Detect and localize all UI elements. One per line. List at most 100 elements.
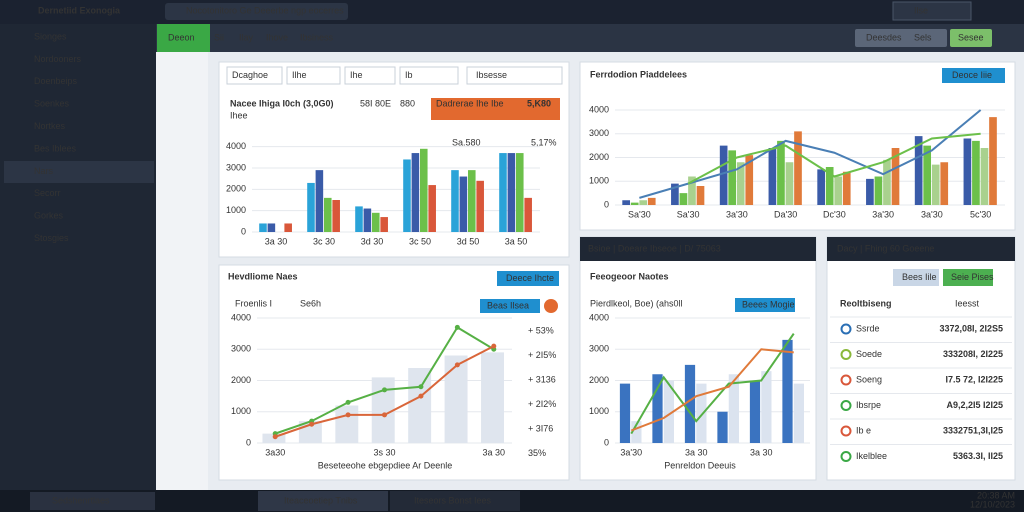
tab[interactable]: Ilay [239, 32, 254, 42]
bar [332, 200, 340, 232]
nav-item[interactable]: Nortkes [34, 121, 66, 131]
bar [267, 223, 276, 232]
filter[interactable] [226, 66, 283, 85]
nav-item[interactable]: Bes Iblees [34, 143, 77, 153]
y-tick-label: 0 [604, 437, 609, 447]
button[interactable] [480, 299, 540, 313]
bar [652, 374, 663, 443]
taskbar-search[interactable] [30, 492, 155, 510]
button[interactable] [497, 271, 559, 286]
filter[interactable] [344, 66, 396, 85]
y-tick-label: 1000 [589, 176, 609, 186]
bar [324, 197, 332, 232]
select-text: Sels [914, 32, 932, 42]
x-tick-label: 3a 50 [505, 236, 528, 246]
column-header: Reoltbiseng [840, 298, 892, 308]
date: 12/10/2023 [970, 499, 1015, 509]
filter-text: Ilhe [292, 70, 307, 80]
y-tick-label: 2000 [231, 375, 251, 385]
bar [842, 171, 851, 205]
bar [371, 377, 395, 443]
y-tick-label: 4000 [589, 312, 609, 322]
bar [428, 185, 436, 232]
nav-item[interactable]: Secorr [34, 188, 61, 198]
top-bar [0, 0, 1024, 24]
x-tick-label: 3a'30 [726, 209, 748, 219]
button[interactable] [735, 298, 795, 312]
taskbar-app-text[interactable]: Iteseors Bonst Iees [414, 495, 492, 505]
account-box[interactable] [892, 1, 972, 21]
search-box[interactable] [165, 3, 348, 20]
button[interactable] [893, 269, 939, 286]
row-value: 333208I, 2I225 [943, 349, 1003, 359]
tab[interactable]: Ibsiness [300, 32, 334, 42]
button[interactable] [950, 29, 992, 47]
taskbar-search-text[interactable]: Sedshenrtlaes [52, 495, 110, 505]
bar [777, 140, 785, 205]
x-tick-label: 3c 50 [409, 236, 431, 246]
sidebar [0, 24, 156, 490]
bar [825, 167, 834, 205]
row-name: Soede [856, 349, 882, 359]
filter[interactable] [286, 66, 341, 85]
panel-header [827, 237, 1015, 261]
point [345, 412, 351, 418]
x-tick-label: Sa'30 [628, 209, 651, 219]
nav-item[interactable]: Sionges [34, 31, 67, 41]
badge-text: Dadrerae Ihe Ibe [436, 98, 504, 108]
app-title: Dernetiid Exonogia [38, 5, 121, 15]
nav-item[interactable]: Nars [34, 166, 54, 176]
nav-item[interactable]: Gorkes [34, 211, 64, 221]
nav-item[interactable]: Nordooners [34, 54, 82, 64]
bar [980, 148, 989, 205]
legend: 880 [400, 98, 415, 108]
row-icon [840, 400, 852, 411]
point [418, 393, 424, 399]
x-tick-label: Da'30 [774, 209, 797, 219]
y-tick-label: 1000 [226, 205, 246, 215]
bar [411, 153, 420, 232]
nav-item[interactable]: Soenkes [34, 99, 70, 109]
x-tick-label: 3a'30 [872, 209, 894, 219]
tab[interactable]: Ihove [266, 32, 288, 42]
x-tick-label: 3a 30 [750, 447, 773, 457]
subtitle: Ihee [230, 110, 248, 120]
nav-item[interactable]: Doenbeips [34, 76, 78, 86]
bar [524, 197, 532, 232]
y-tick-label: 4000 [226, 141, 246, 151]
bar [481, 352, 504, 443]
rate: + 53% [528, 325, 554, 335]
row-value: 3372,08I, 2I2S5 [939, 323, 1003, 333]
tab[interactable]: Deeon [168, 32, 195, 42]
x-tick-label: 3a30 [265, 447, 285, 457]
filter[interactable] [399, 66, 459, 85]
nav-item[interactable]: Stosgies [34, 233, 69, 243]
bar [444, 355, 468, 443]
select[interactable] [855, 29, 947, 47]
button[interactable] [942, 68, 1005, 83]
bar [761, 371, 772, 443]
x-tick-label: 3c 30 [313, 236, 335, 246]
tab[interactable]: Sii [214, 32, 224, 42]
taskbar-app[interactable] [390, 491, 520, 511]
row-name: Ibsrpe [856, 400, 881, 410]
bar [834, 176, 843, 205]
bar [355, 206, 363, 232]
bar [782, 339, 793, 443]
bar [639, 200, 648, 205]
bar [874, 176, 883, 205]
y-tick-label: 2000 [589, 375, 609, 385]
button[interactable] [943, 269, 993, 286]
point [454, 324, 460, 330]
bar [630, 202, 639, 205]
annotation: 5,17% [531, 137, 557, 147]
bar [931, 164, 940, 205]
select[interactable] [466, 66, 563, 85]
active-tab[interactable] [157, 24, 210, 52]
x-tick-label: 5c'30 [970, 209, 991, 219]
search-text[interactable]: Nocotonitoro Ge Deeerbe ngp eocerres [186, 5, 344, 15]
x-tick-label: 3a'30 [921, 209, 943, 219]
bar [420, 148, 428, 232]
taskbar-app-text[interactable]: Iteaceoetiep Tnibs [284, 495, 358, 505]
taskbar-app[interactable] [258, 491, 388, 511]
